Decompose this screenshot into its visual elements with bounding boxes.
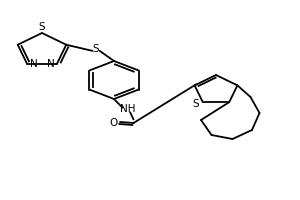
Text: S: S [193,99,200,109]
Text: S: S [93,44,99,54]
Text: O: O [110,118,118,128]
Text: N: N [46,59,54,69]
Text: NH: NH [120,104,135,114]
Text: S: S [39,22,45,32]
Text: N: N [30,59,38,69]
